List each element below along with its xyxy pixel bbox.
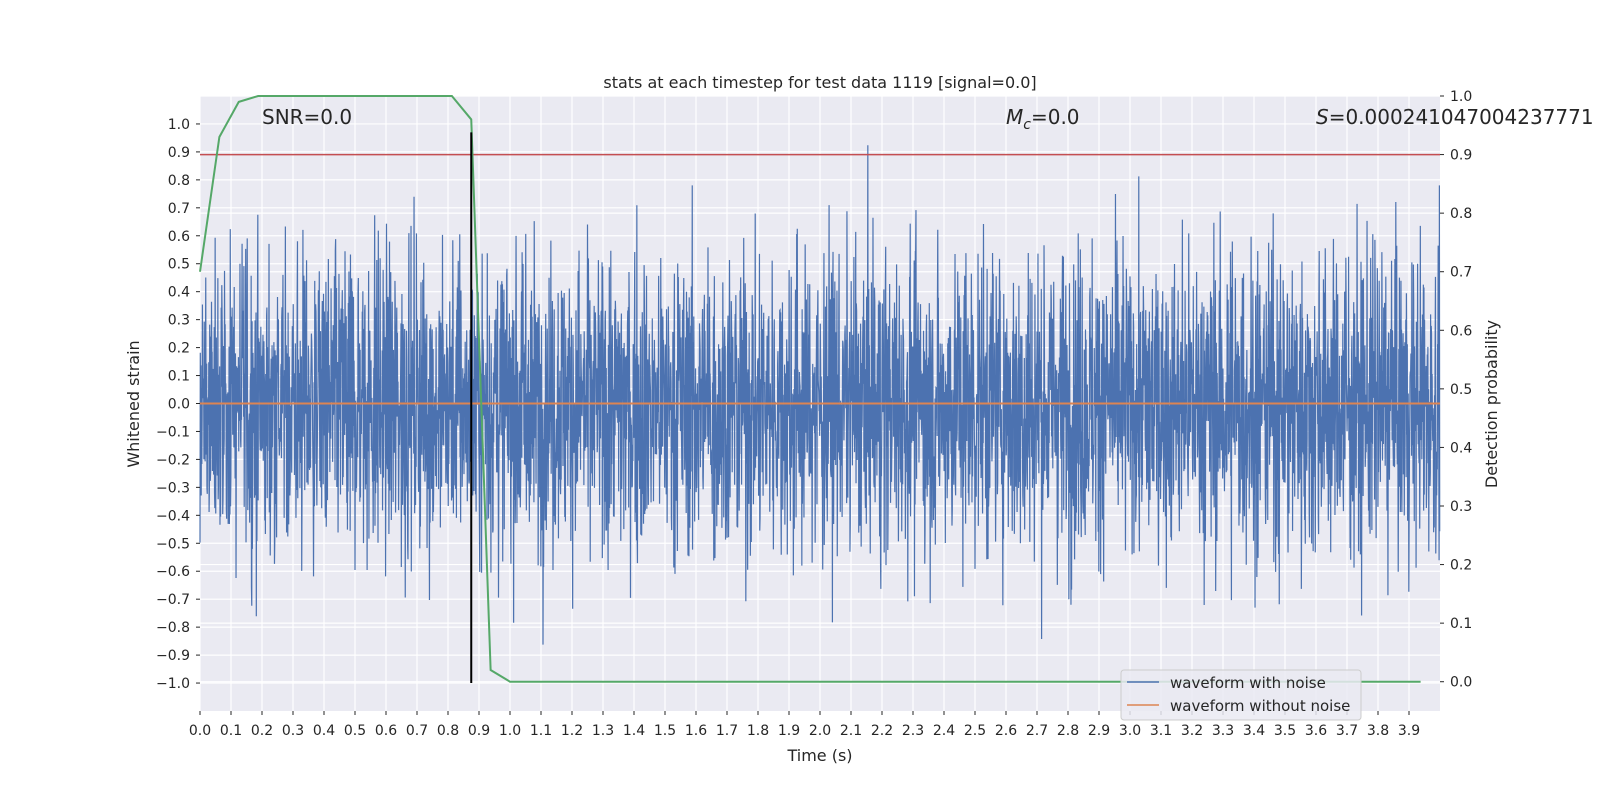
y2-tick-label: 1.0 bbox=[1450, 89, 1472, 105]
y-tick-label: 0.3 bbox=[168, 313, 190, 329]
x-tick-label: 1.5 bbox=[654, 723, 676, 739]
x-tick-label: 1.6 bbox=[685, 723, 707, 739]
y2-tick-label: 0.4 bbox=[1450, 440, 1472, 456]
x-tick-label: 2.6 bbox=[995, 723, 1017, 739]
y2-tick-label: 0.5 bbox=[1450, 382, 1472, 398]
y2-tick-label: 0.6 bbox=[1450, 323, 1472, 339]
axes: 0.0 0.1 0.2 0.3 0.4 0.5 0.6 0.7 0.8 0.9 1.0 1.1 1.2 1… bbox=[156, 89, 1472, 739]
x-tick-label: 1.4 bbox=[623, 723, 645, 739]
mc-value: =0.0 bbox=[1031, 105, 1080, 129]
x-tick-label: 2.5 bbox=[964, 723, 986, 739]
y-tick-label: 0.0 bbox=[168, 397, 190, 413]
x-tick-label: 3.9 bbox=[1398, 723, 1420, 739]
y-tick-label: −0.5 bbox=[156, 536, 190, 552]
x-tick-label: 2.4 bbox=[933, 723, 955, 739]
x-tick-label: 3.2 bbox=[1181, 723, 1203, 739]
x-tick-label: 3.6 bbox=[1305, 723, 1327, 739]
legend-box bbox=[1120, 669, 1362, 721]
x-tick-label: 2.0 bbox=[809, 723, 831, 739]
x-tick-label: 0.6 bbox=[375, 723, 397, 739]
s-symbol: S bbox=[1316, 105, 1329, 129]
x-tick-label: 3.7 bbox=[1336, 723, 1358, 739]
legend-label-clean: waveform without noise bbox=[1170, 697, 1350, 715]
y-tick-label: −0.6 bbox=[156, 564, 190, 580]
y-tick-label: 0.1 bbox=[168, 369, 190, 385]
x-tick-label: 0.2 bbox=[251, 723, 273, 739]
y-tick-label: 0.9 bbox=[168, 145, 190, 161]
y2-axis-label: Detection probability bbox=[1482, 320, 1501, 488]
y2-tick-label: 0.2 bbox=[1450, 558, 1472, 574]
y2-tick-label: 0.0 bbox=[1450, 675, 1472, 691]
y-tick-label: −0.2 bbox=[156, 452, 190, 468]
x-tick-label: 3.1 bbox=[1150, 723, 1172, 739]
y-tick-label: 0.6 bbox=[168, 229, 190, 245]
x-tick-label: 1.2 bbox=[561, 723, 583, 739]
y-tick-label: 0.4 bbox=[168, 285, 190, 301]
x-tick-label: 3.4 bbox=[1243, 723, 1265, 739]
y-tick-label: −0.4 bbox=[156, 508, 190, 524]
chart-title: stats at each timestep for test data 111… bbox=[603, 73, 1036, 92]
mc-subscript: c bbox=[1023, 117, 1031, 133]
detection-probability-line bbox=[199, 95, 1421, 683]
noise-series bbox=[199, 145, 1441, 645]
x-tick-label: 2.8 bbox=[1057, 723, 1079, 739]
x-tick-label: 0.7 bbox=[406, 723, 428, 739]
y2-tick-label: 0.8 bbox=[1450, 206, 1472, 222]
y-tick-label: 0.5 bbox=[168, 257, 190, 273]
x-tick-label: 0.1 bbox=[220, 723, 242, 739]
y2-tick-label: 0.3 bbox=[1450, 499, 1472, 515]
y-tick-label: −1.0 bbox=[156, 676, 190, 692]
snr-annotation: SNR=0.0 bbox=[262, 105, 352, 129]
y-tick-label: −0.3 bbox=[156, 480, 190, 496]
x-tick-label: 1.0 bbox=[499, 723, 521, 739]
line-series bbox=[199, 95, 1440, 684]
s-value: =0.000241047004237771 bbox=[1329, 105, 1594, 129]
x-tick-label: 3.3 bbox=[1212, 723, 1234, 739]
x-tick-label: 2.2 bbox=[871, 723, 893, 739]
y-tick-label: 0.2 bbox=[168, 341, 190, 357]
x-tick-label: 1.1 bbox=[530, 723, 552, 739]
y-tick-label: −0.9 bbox=[156, 648, 190, 664]
legend-label-noise: waveform with noise bbox=[1170, 674, 1326, 692]
x-tick-label: 0.5 bbox=[344, 723, 366, 739]
x-tick-label: 0.3 bbox=[282, 723, 304, 739]
x-tick-label: 1.3 bbox=[592, 723, 614, 739]
y-tick-label: −0.7 bbox=[156, 592, 190, 608]
x-tick-label: 3.0 bbox=[1119, 723, 1141, 739]
y2-tick-label: 0.9 bbox=[1450, 148, 1472, 164]
y-tick-label: −0.1 bbox=[156, 424, 190, 440]
x-tick-label: 2.7 bbox=[1026, 723, 1048, 739]
y-tick-label: 1.0 bbox=[168, 117, 190, 133]
x-tick-label: 1.9 bbox=[778, 723, 800, 739]
x-tick-label: 0.0 bbox=[189, 723, 211, 739]
x-tick-label: 3.5 bbox=[1274, 723, 1296, 739]
y-tick-label: 0.7 bbox=[168, 201, 190, 217]
x-tick-label: 0.8 bbox=[437, 723, 459, 739]
x-tick-label: 0.9 bbox=[468, 723, 490, 739]
mc-symbol: M bbox=[1006, 105, 1023, 129]
x-tick-label: 0.4 bbox=[313, 723, 335, 739]
x-tick-label: 1.7 bbox=[716, 723, 738, 739]
x-axis-label: Time (s) bbox=[786, 746, 852, 765]
s-annotation: S=0.000241047004237771 bbox=[1316, 105, 1594, 129]
mc-annotation: Mc=0.0 bbox=[1006, 105, 1080, 133]
waveform-with-noise-line bbox=[199, 145, 1441, 645]
y-tick-label: 0.8 bbox=[168, 173, 190, 189]
y2-tick-label: 0.7 bbox=[1450, 265, 1472, 281]
y-tick-label: −0.8 bbox=[156, 620, 190, 636]
x-tick-label: 1.8 bbox=[747, 723, 769, 739]
x-tick-label: 2.3 bbox=[902, 723, 924, 739]
x-tick-label: 2.1 bbox=[840, 723, 862, 739]
y2-tick-label: 0.1 bbox=[1450, 616, 1472, 632]
x-tick-label: 2.9 bbox=[1088, 723, 1110, 739]
legend: waveform with noise waveform without noi… bbox=[1120, 669, 1362, 721]
x-tick-label: 3.8 bbox=[1367, 723, 1389, 739]
y-axis-label: Whitened strain bbox=[124, 340, 143, 467]
